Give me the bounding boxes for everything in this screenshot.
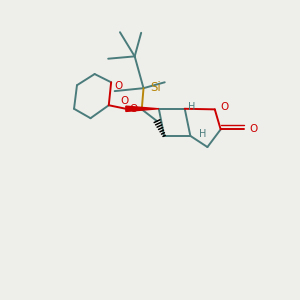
Text: Si: Si [150, 81, 161, 94]
Text: O: O [220, 102, 228, 112]
Text: H: H [188, 102, 195, 112]
Text: O: O [114, 81, 122, 91]
Text: O: O [120, 96, 128, 106]
Polygon shape [126, 106, 159, 111]
Text: O: O [129, 104, 138, 114]
Text: O: O [250, 124, 258, 134]
Text: H: H [199, 129, 206, 140]
